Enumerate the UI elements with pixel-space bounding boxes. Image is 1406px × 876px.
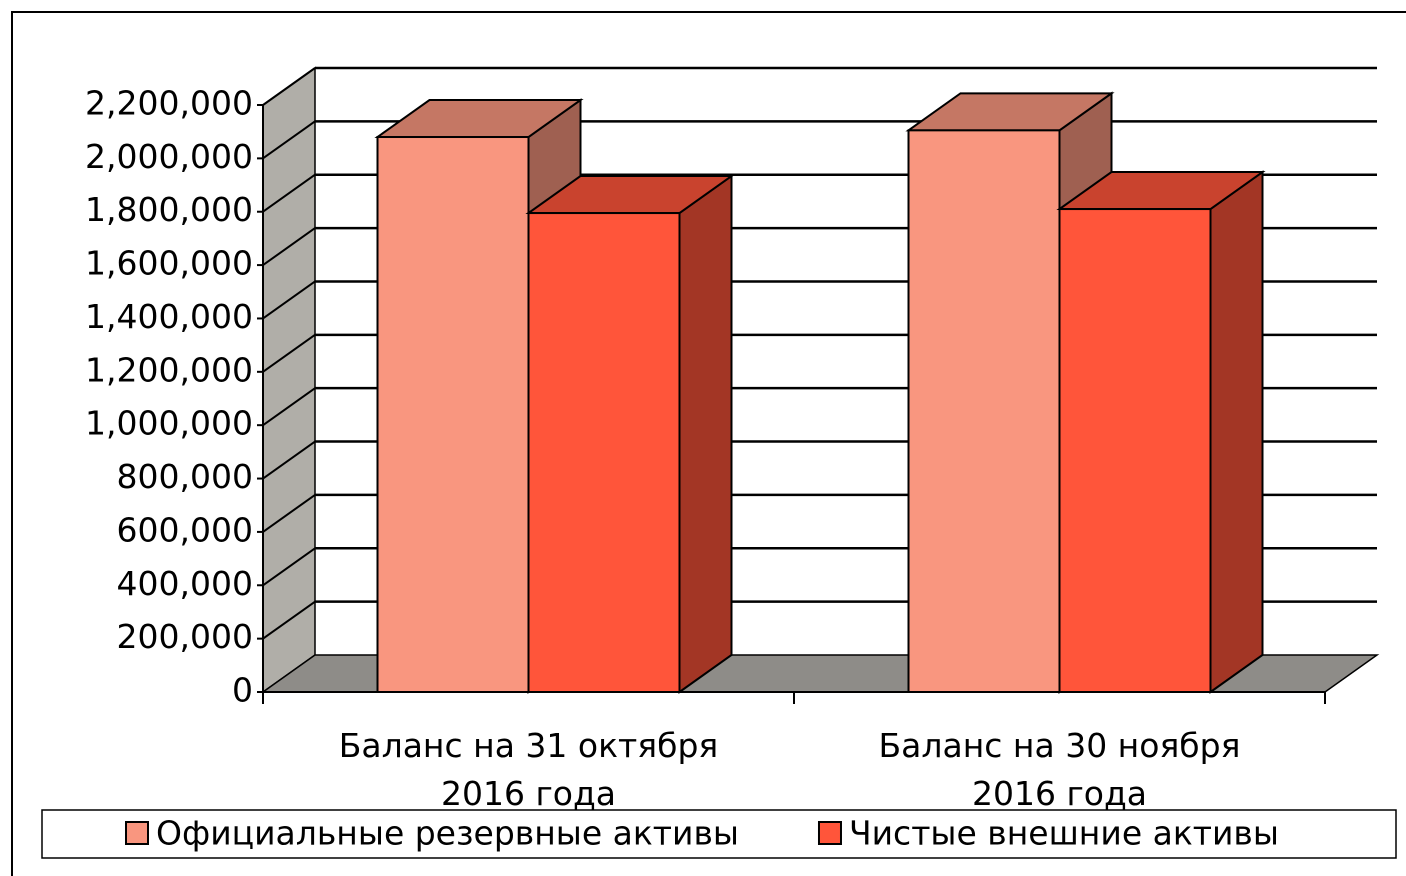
chart-border (11, 11, 1406, 876)
bar (1056, 170, 1266, 694)
grid-line (262, 67, 316, 106)
bar (525, 174, 735, 694)
legend-marker (125, 821, 149, 845)
y-tick-label: 2,200,000 (85, 84, 253, 123)
y-tick-label: 0 (232, 671, 253, 710)
bar-side (1209, 170, 1264, 694)
legend-label: Официальные резервные активы (156, 814, 739, 853)
y-tick-label: 1,800,000 (85, 190, 253, 229)
y-tick-label: 1,400,000 (85, 297, 253, 336)
y-tick-label: 600,000 (117, 510, 253, 549)
grid-line (262, 227, 316, 266)
x-tick-label: Баланс на 30 ноября 2016 года (878, 726, 1241, 813)
legend-label: Чистые внешние активы (849, 814, 1279, 853)
x-tick-label: Баланс на 31 октября 2016 года (338, 726, 719, 813)
grid-line (262, 387, 316, 426)
grid-line (262, 334, 316, 373)
y-tick-label: 1,000,000 (85, 404, 253, 443)
grid-line (262, 547, 316, 587)
y-tick-label: 1,600,000 (85, 244, 253, 283)
grid-line (262, 440, 316, 480)
y-tick-label: 2,000,000 (85, 137, 253, 176)
y-tick-label: 800,000 (117, 457, 253, 496)
bar (376, 136, 530, 693)
grid-line (262, 600, 316, 640)
grid-line (262, 494, 316, 533)
y-tick-label: 1,200,000 (85, 350, 253, 389)
bar (907, 129, 1061, 694)
bar (1058, 208, 1212, 694)
grid-line (262, 280, 316, 320)
legend-marker (817, 821, 842, 845)
left-wall (262, 66, 316, 694)
grid-line (262, 120, 316, 160)
y-tick-label: 400,000 (117, 564, 253, 603)
y-tick-label: 200,000 (117, 617, 253, 656)
bar-side (678, 174, 733, 694)
legend-box (41, 809, 1397, 859)
grid-line (262, 173, 316, 213)
bar (527, 212, 681, 693)
